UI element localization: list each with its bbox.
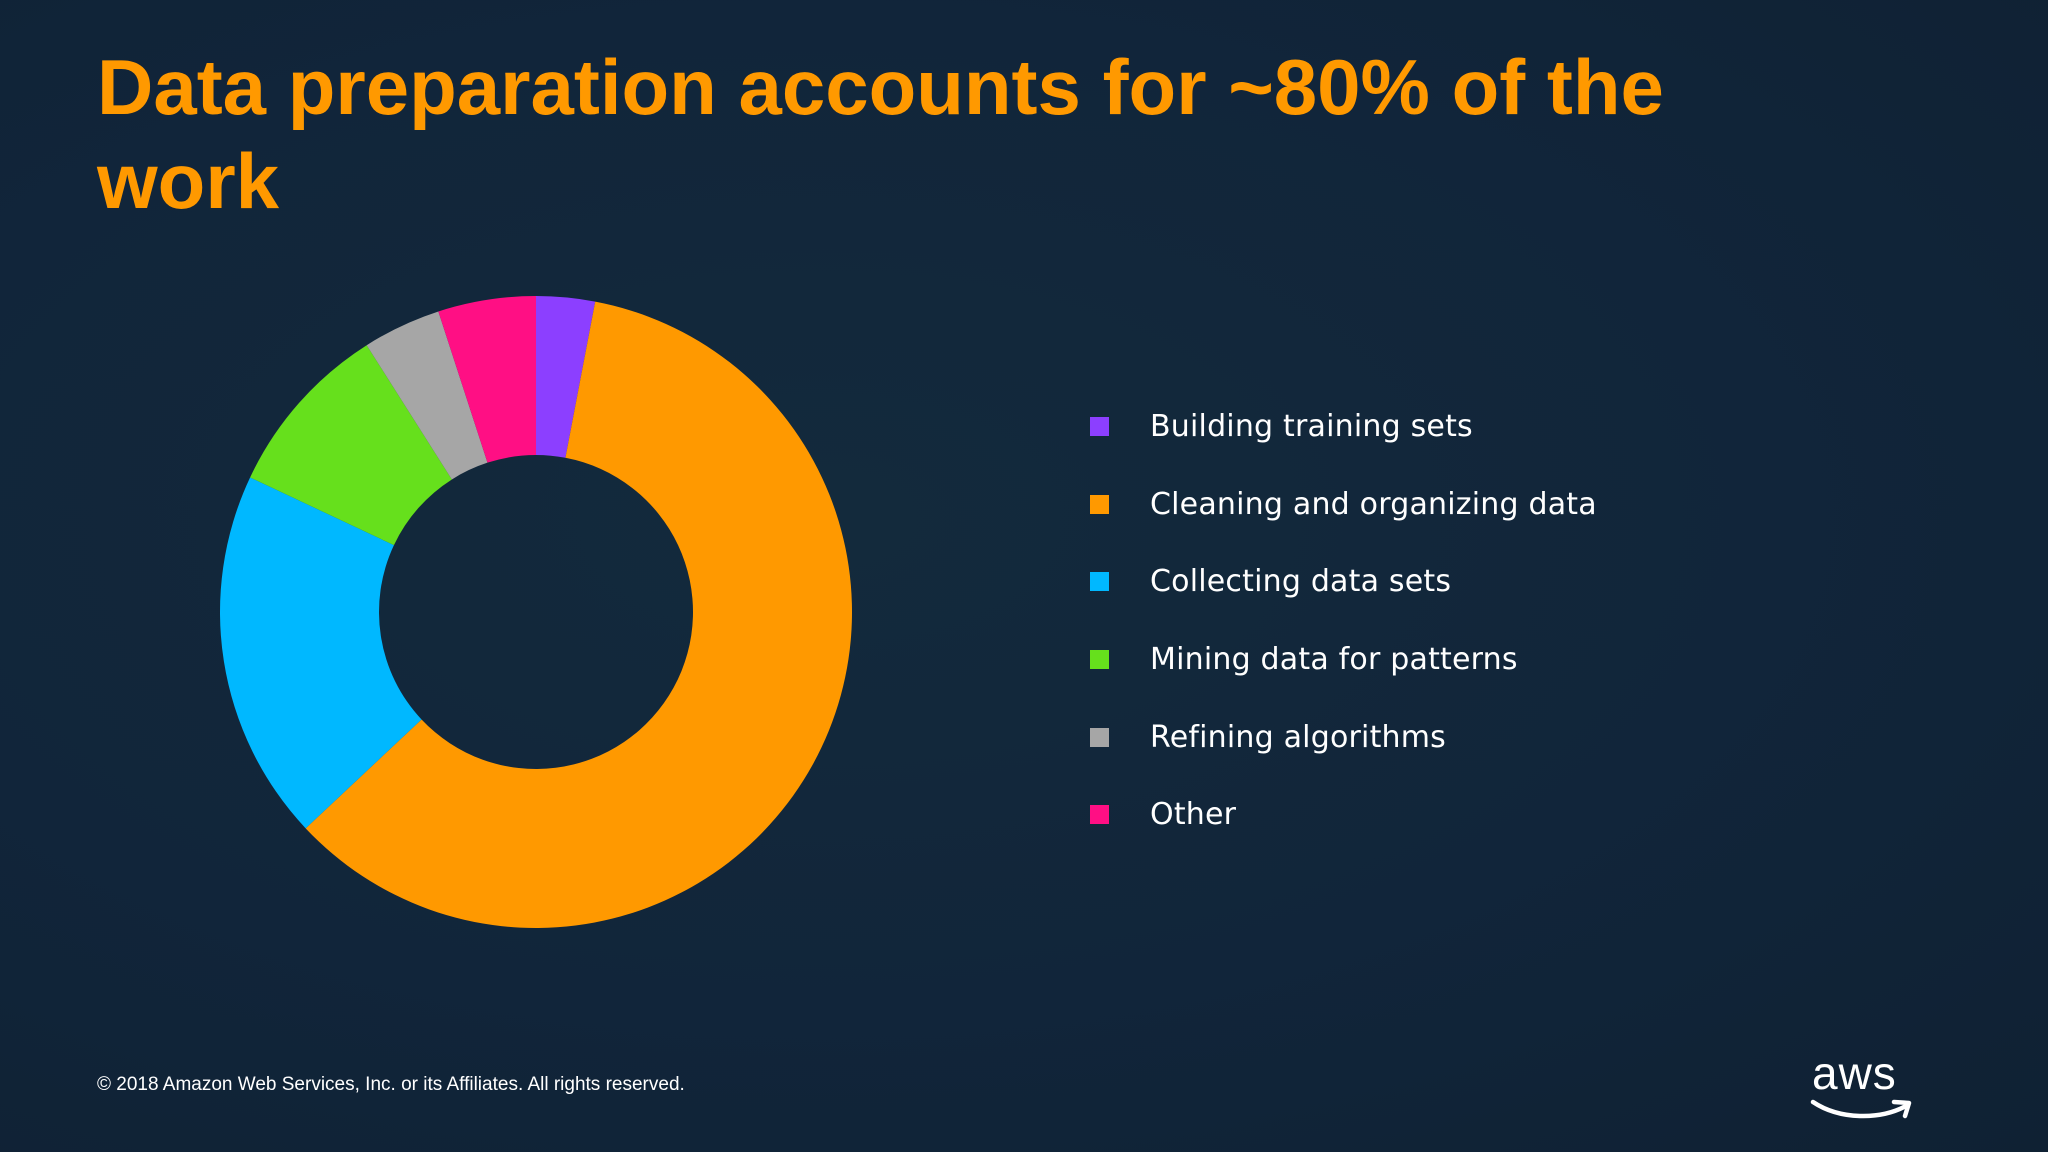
legend-swatch — [1090, 650, 1109, 670]
legend-swatch — [1090, 572, 1109, 592]
legend-item: Collecting data sets — [1090, 543, 1790, 621]
legend-swatch — [1090, 727, 1109, 747]
donut-slice-collecting-data-sets — [219, 477, 422, 829]
legend-label: Other — [1150, 797, 1237, 833]
legend-label: Cleaning and organizing data — [1150, 486, 1597, 522]
donut-slice-refining-algorithms — [366, 311, 488, 480]
copyright-footer: © 2018 Amazon Web Services, Inc. or its … — [97, 1074, 685, 1095]
aws-logo: aws — [1810, 1047, 1920, 1122]
donut-slice-mining-data-for-patterns — [250, 345, 452, 546]
donut-slice-building-training-sets — [536, 296, 596, 458]
slide-title: Data preparation accounts for ~80% of th… — [97, 43, 1664, 225]
legend-item: Other — [1090, 776, 1790, 854]
legend-item: Building training sets — [1090, 388, 1790, 466]
legend-item: Mining data for patterns — [1090, 621, 1790, 699]
legend-item: Refining algorithms — [1090, 698, 1790, 776]
chart-legend: Building training sets Cleaning and orga… — [1090, 388, 1790, 854]
aws-smile-icon — [1810, 1099, 1912, 1119]
legend-swatch — [1090, 805, 1109, 825]
legend-label: Mining data for patterns — [1150, 642, 1518, 678]
legend-swatch — [1090, 417, 1109, 437]
donut-slices — [219, 296, 852, 928]
legend-item: Cleaning and organizing data — [1090, 466, 1790, 544]
donut-slice-cleaning-and-organizing-data — [305, 301, 852, 928]
legend-label: Refining algorithms — [1150, 719, 1447, 755]
aws-logo-text: aws — [1812, 1047, 1897, 1099]
legend-label: Building training sets — [1150, 409, 1473, 445]
legend-label: Collecting data sets — [1150, 564, 1452, 600]
donut-slice-other — [438, 296, 536, 463]
legend-swatch — [1090, 494, 1109, 514]
